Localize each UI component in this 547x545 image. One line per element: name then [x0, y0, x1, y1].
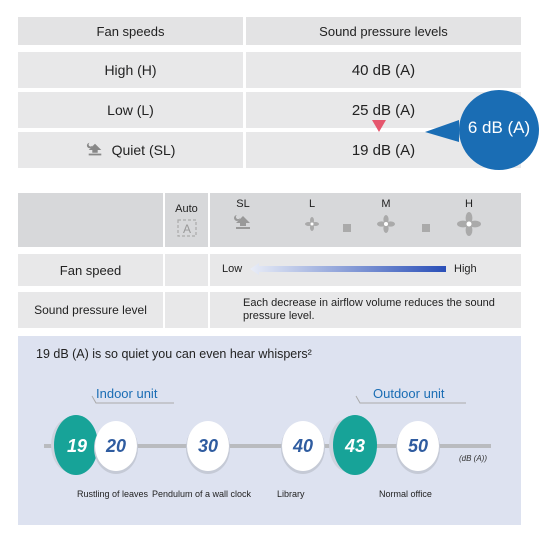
value-40-text: 40 — [292, 436, 314, 456]
sound-pressure-label: Sound pressure level — [34, 303, 147, 317]
fan-high-text: High — [454, 263, 477, 275]
mode-header-blank — [18, 193, 163, 247]
scale-unit-text: (dB (A)) — [459, 454, 487, 463]
sound-description: Each decrease in airflow volume reduces … — [243, 297, 495, 322]
value-30-text: 30 — [197, 436, 219, 456]
auto-a-icon: A — [176, 218, 197, 237]
scale-headline-text: 19 dB (A) is so quiet you can even hear … — [36, 347, 312, 361]
header-sound-levels: Sound pressure levels — [246, 17, 521, 45]
mode-sl-label: SL — [236, 198, 250, 210]
fan-small-icon — [305, 217, 319, 231]
header-fan-speeds: Fan speeds — [18, 17, 243, 45]
fan-high-label: High — [454, 263, 477, 275]
caption-office-text: Normal office — [379, 489, 432, 499]
value-20-text: 20 — [105, 436, 127, 456]
decibel-scale-graphic — [44, 395, 491, 475]
decrease-triangle-icon — [372, 120, 386, 132]
fan-speed-label: Fan speed — [59, 262, 122, 278]
speed-high-label: High (H) — [104, 62, 157, 78]
value-50: 50 — [401, 436, 435, 457]
sound-row-text-cell: Each decrease in airflow volume reduces … — [210, 292, 521, 328]
header-sound-levels-label: Sound pressure levels — [319, 23, 448, 39]
sound-row-label: Sound pressure level — [18, 292, 163, 328]
fan-large-icon — [457, 212, 481, 236]
value-50-text: 50 — [407, 436, 429, 456]
row-high-level: 40 dB (A) — [246, 52, 521, 88]
caption-clock-text: Pendulum of a wall clock — [152, 489, 252, 499]
svg-text:A: A — [182, 222, 190, 236]
separator-dot — [343, 224, 351, 232]
value-19: 19 — [60, 436, 94, 457]
header-fan-speeds-label: Fan speeds — [96, 23, 165, 39]
value-19-text: 19 — [66, 436, 88, 456]
mode-header-auto: Auto A — [165, 193, 208, 247]
mode-sl: SL — [228, 198, 258, 238]
value-20: 20 — [99, 436, 133, 457]
mode-l: L — [300, 198, 324, 237]
separator-dot — [422, 224, 430, 232]
speed-low-label: Low (L) — [107, 102, 154, 118]
mode-auto-label: Auto — [175, 202, 198, 215]
speed-gradient-arrow-icon — [250, 263, 446, 275]
caption-library-text: Library — [277, 489, 305, 499]
scale-unit: (dB (A)) — [459, 454, 487, 463]
quiet-mode-icon — [86, 142, 101, 156]
mode-l-label: L — [308, 198, 316, 210]
caption-rustling-text: Rustling of leaves — [77, 489, 149, 499]
quiet-mode-icon — [234, 215, 250, 229]
sound-row-blank — [165, 292, 208, 328]
indoor-unit-text: Indoor unit — [96, 386, 158, 401]
value-43-text: 43 — [344, 436, 366, 456]
value-43: 43 — [338, 436, 372, 457]
caption-library: Library — [277, 489, 305, 499]
mode-m: M — [372, 198, 400, 239]
row-quiet-speed: Quiet (SL) — [18, 132, 243, 168]
fan-medium-icon — [377, 215, 395, 233]
outdoor-unit-label: Outdoor unit — [373, 386, 445, 401]
caption-rustling-leaves: Rustling of leaves — [77, 489, 148, 499]
bubble-20 — [94, 421, 138, 474]
mode-h: H — [452, 198, 486, 242]
bubble-40 — [281, 421, 325, 474]
fan-speed-blank — [165, 254, 208, 286]
level-low-value: 25 dB (A) — [351, 101, 416, 119]
row-low-speed: Low (L) — [18, 92, 243, 128]
outdoor-unit-text: Outdoor unit — [373, 386, 445, 401]
row-high-speed: High (H) — [18, 52, 243, 88]
reduction-badge-label: 6 dB (A) — [467, 118, 531, 137]
fan-low-label: Low — [222, 263, 243, 275]
speed-quiet-label: Quiet (SL) — [111, 142, 176, 158]
reduction-badge: 6 dB (A) — [459, 118, 539, 138]
bubble-30 — [186, 421, 230, 474]
bubble-50 — [396, 421, 440, 474]
level-high-value: 40 dB (A) — [351, 61, 416, 79]
indoor-unit-label: Indoor unit — [96, 386, 157, 401]
caption-wall-clock: Pendulum of a wall clock — [152, 489, 251, 499]
bubble-19 — [51, 415, 98, 475]
fan-speed-row-label: Fan speed — [18, 254, 163, 286]
caption-normal-office: Normal office — [379, 489, 432, 499]
mode-m-label: M — [381, 198, 391, 210]
value-30: 30 — [191, 436, 225, 457]
fan-low-text: Low — [222, 263, 242, 275]
scale-headline: 19 dB (A) is so quiet you can even hear … — [36, 347, 312, 361]
reduction-badge-shape — [425, 90, 539, 170]
mode-h-label: H — [465, 198, 473, 210]
value-40: 40 — [286, 436, 320, 457]
bubble-43 — [329, 415, 377, 475]
level-quiet-value: 19 dB (A) — [351, 141, 416, 159]
